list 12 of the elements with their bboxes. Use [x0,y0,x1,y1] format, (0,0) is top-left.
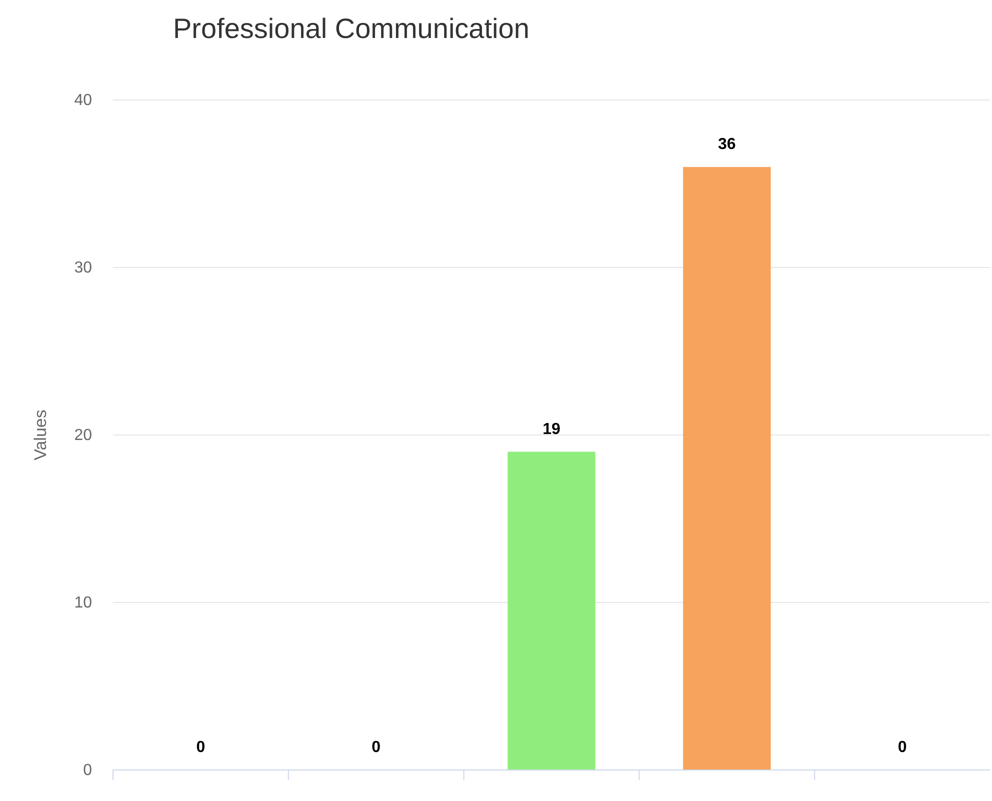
y-tick-label: 40 [74,92,92,109]
y-axis-title: Values [31,410,50,460]
data-label: 19 [542,420,560,438]
data-label: 36 [718,136,736,153]
y-tick-label: 30 [74,260,92,276]
data-label: 0 [898,739,907,756]
data-label: 0 [196,739,206,756]
chart-title: Professional Communication [173,13,530,44]
y-tick-label: 0 [83,762,92,779]
data-label: 0 [372,739,381,756]
y-tick-label: 20 [74,427,92,444]
y-tick-label: 10 [74,594,92,612]
